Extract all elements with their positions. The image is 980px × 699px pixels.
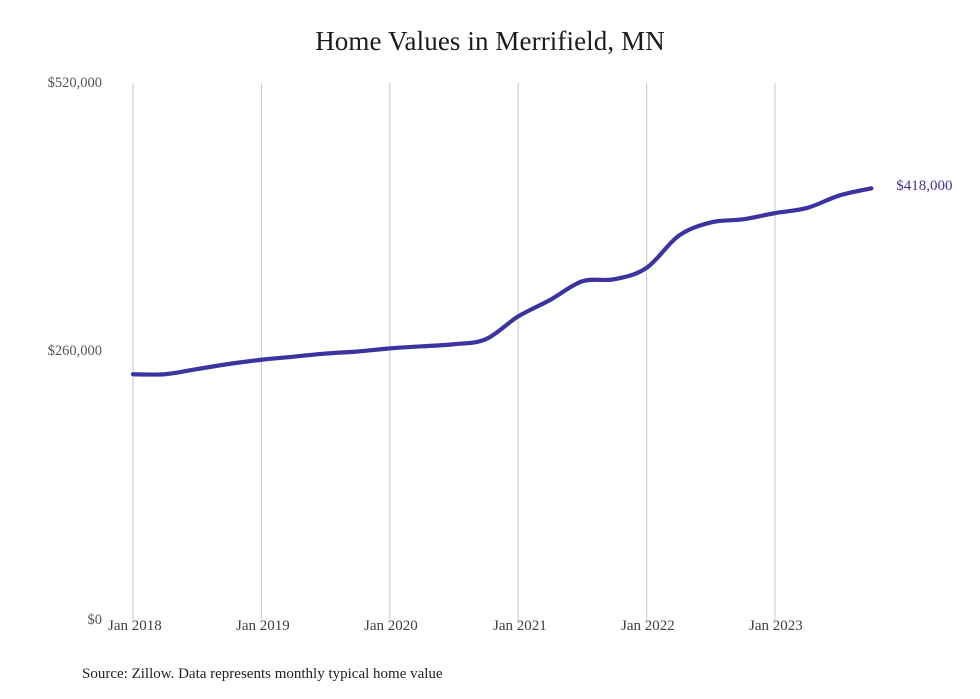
y-tick-label-zero: $0	[87, 612, 103, 628]
page-title: Home Values in Merrifield, MN	[315, 26, 665, 56]
x-tick-label-jan-2023: Jan 2023	[749, 618, 803, 634]
x-tick-label-jan-2020: Jan 2020	[364, 618, 418, 634]
x-tick-label-jan-2019: Jan 2019	[236, 618, 290, 634]
y-tick-label-top: $520,000	[47, 75, 102, 91]
home-value-line	[130, 186, 874, 377]
y-tick-label-mid: $260,000	[47, 343, 102, 359]
gridlines	[132, 83, 776, 620]
source-note: Source: Zillow. Data represents monthly …	[82, 666, 443, 682]
x-tick-label-jan-2022: Jan 2022	[621, 618, 675, 634]
x-tick-label-jan-2018: Jan 2018	[108, 618, 162, 634]
x-tick-label-jan-2021: Jan 2021	[493, 618, 547, 634]
end-value-annotation: $418,000	[896, 178, 953, 195]
